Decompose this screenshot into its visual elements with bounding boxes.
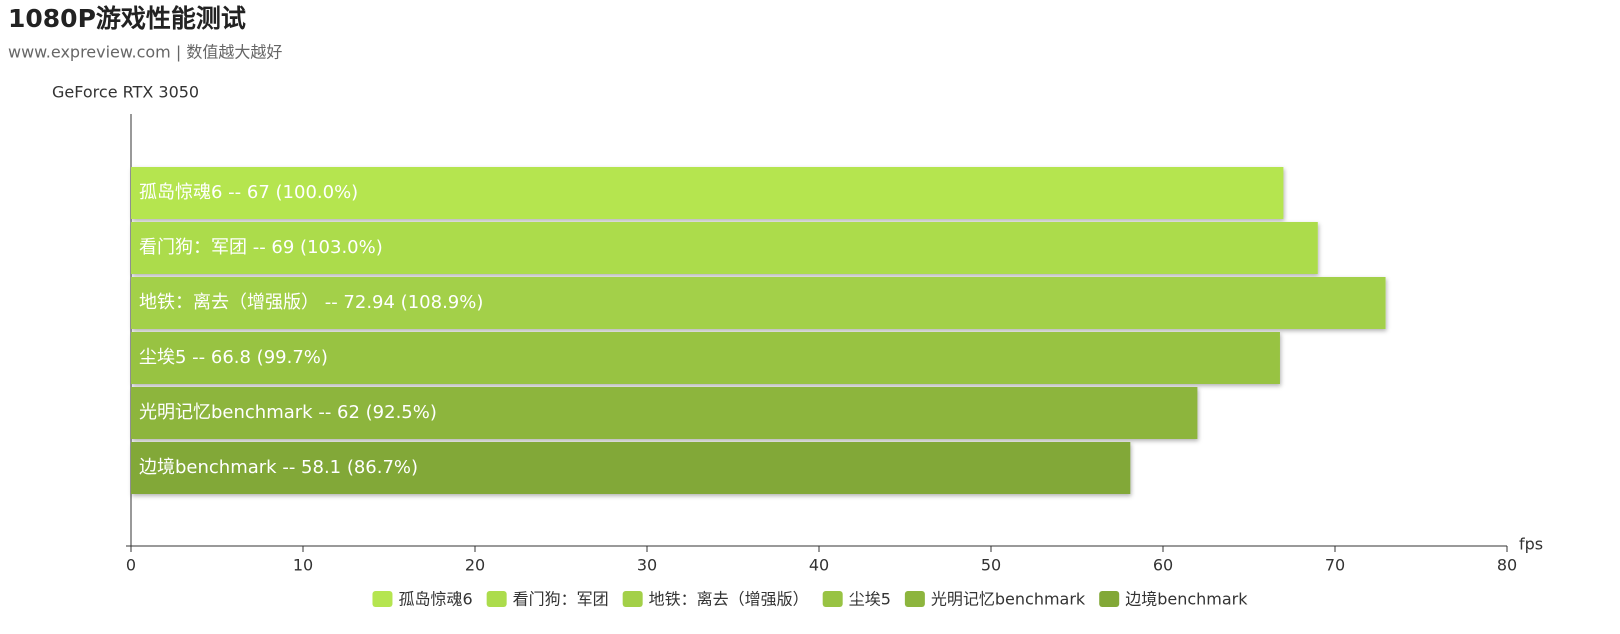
x-tick-label: 10 bbox=[293, 556, 313, 575]
x-axis-title: fps bbox=[1519, 535, 1543, 554]
legend-swatch bbox=[904, 591, 925, 607]
bar-label: 地铁：离去（增强版） -- 72.94 (108.9%) bbox=[139, 292, 483, 313]
x-tick-label: 30 bbox=[637, 556, 657, 575]
bar-label: 孤岛惊魂6 -- 67 (100.0%) bbox=[139, 182, 358, 203]
bar-label: 光明记忆benchmark -- 62 (92.5%) bbox=[139, 402, 437, 423]
chart-subtitle: www.expreview.com | 数值越大越好 bbox=[8, 43, 282, 62]
legend-label: 边境benchmark bbox=[1125, 590, 1248, 609]
legend-swatch bbox=[822, 591, 843, 607]
x-tick-label: 40 bbox=[809, 556, 829, 575]
bar bbox=[131, 332, 1280, 384]
x-tick-label: 60 bbox=[1153, 556, 1173, 575]
legend-label: 孤岛惊魂6 bbox=[398, 590, 472, 609]
legend-label: 尘埃5 bbox=[849, 590, 891, 609]
x-tick-label: 0 bbox=[126, 556, 136, 575]
x-tick-label: 20 bbox=[465, 556, 485, 575]
legend-swatch bbox=[372, 591, 393, 607]
chart-title: 1080P游戏性能测试 bbox=[8, 4, 246, 33]
bar bbox=[131, 277, 1386, 329]
x-tick-label: 70 bbox=[1325, 556, 1345, 575]
bar-label: 边境benchmark -- 58.1 (86.7%) bbox=[139, 457, 418, 478]
bar bbox=[131, 167, 1284, 219]
y-axis-title: GeForce RTX 3050 bbox=[52, 83, 199, 102]
legend-swatch bbox=[622, 591, 643, 607]
legend-swatch bbox=[1099, 591, 1120, 607]
legend-label: 地铁：离去（增强版） bbox=[649, 590, 809, 609]
x-tick-label: 50 bbox=[981, 556, 1001, 575]
bar-label: 尘埃5 -- 66.8 (99.7%) bbox=[139, 347, 328, 368]
x-tick-label: 80 bbox=[1497, 556, 1517, 575]
bar-label: 看门狗：军团 -- 69 (103.0%) bbox=[139, 237, 383, 258]
legend-label: 看门狗：军团 bbox=[513, 590, 609, 609]
legend-swatch bbox=[486, 591, 507, 607]
bar bbox=[131, 387, 1198, 439]
bar bbox=[131, 222, 1318, 274]
bar bbox=[131, 442, 1131, 494]
legend-label: 光明记忆benchmark bbox=[931, 590, 1086, 609]
